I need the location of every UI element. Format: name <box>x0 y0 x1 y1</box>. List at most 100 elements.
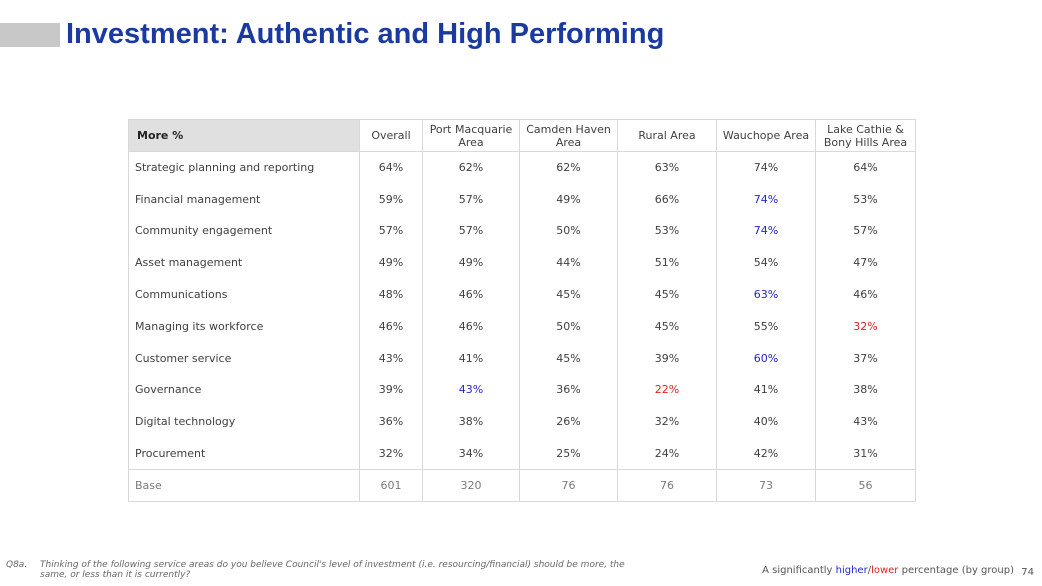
table-cell: 48% <box>359 278 423 311</box>
footnote-code: Q8a. <box>6 560 28 570</box>
table-cell: 32% <box>815 310 916 343</box>
table-header-row: More % Overall Port Macquarie Area Camden H… <box>128 119 916 152</box>
row-label: Communications <box>128 278 360 311</box>
table-cell: 50% <box>519 215 618 247</box>
column-header-line: Overall <box>371 129 411 142</box>
table-cell: 39% <box>617 342 717 375</box>
table-cell: 66% <box>617 183 717 216</box>
column-header-line: Rural Area <box>638 129 696 142</box>
table-cell: 36% <box>359 405 423 438</box>
table-cell: 51% <box>617 246 717 279</box>
column-header: Overall <box>359 119 423 152</box>
base-cell: 320 <box>422 468 520 502</box>
legend-suffix: percentage (by group) <box>898 565 1014 576</box>
table-cell: 57% <box>359 215 423 247</box>
table-cell: 57% <box>422 215 520 247</box>
table-cell: 34% <box>422 437 520 470</box>
table-row: Managing its workforce 46% 46% 50% 45% 55% 32% <box>128 310 916 343</box>
base-cell: 601 <box>359 468 423 502</box>
table-row: Asset management 49% 49% 44% 51% 54% 47% <box>128 246 916 279</box>
table-cell: 31% <box>815 437 916 470</box>
column-header-line: Port Macquarie <box>429 122 513 136</box>
table-cell: 22% <box>617 374 717 406</box>
base-cell: 76 <box>519 468 618 502</box>
table-cell: 63% <box>716 278 816 311</box>
table-cell: 54% <box>716 246 816 279</box>
table-cell: 45% <box>519 278 618 311</box>
table-cell: 43% <box>359 342 423 375</box>
table-cell: 60% <box>716 342 816 375</box>
table-cell: 26% <box>519 405 618 438</box>
base-cell: 56 <box>815 468 916 502</box>
table-cell: 38% <box>815 374 916 406</box>
legend-prefix: A significantly <box>762 565 836 576</box>
title-accent-bar <box>0 23 60 47</box>
table-cell: 46% <box>815 278 916 311</box>
table-cell: 47% <box>815 246 916 279</box>
table-cell: 41% <box>716 374 816 406</box>
page-title: Investment: Authentic and High Performin… <box>66 18 665 50</box>
table-cell: 44% <box>519 246 618 279</box>
column-header-line: Area <box>555 135 582 149</box>
table-row: Community engagement 57% 57% 50% 53% 74% 57% <box>128 215 916 247</box>
table-cell: 50% <box>519 310 618 343</box>
row-label: Managing its workforce <box>128 310 360 343</box>
column-header-line: Camden Haven <box>526 122 611 136</box>
table-cell: 49% <box>359 246 423 279</box>
table-row: Digital technology 36% 38% 26% 32% 40% 43% <box>128 405 916 438</box>
table-row: Communications 48% 46% 45% 45% 63% 46% <box>128 278 916 311</box>
row-label: Customer service <box>128 342 360 375</box>
base-cell: 73 <box>716 468 816 502</box>
row-label: Procurement <box>128 437 360 470</box>
table-cell: 53% <box>617 215 717 247</box>
row-header: More % <box>128 119 360 152</box>
column-header-line: Lake Cathie & <box>827 122 904 136</box>
page-number: 74 <box>1021 567 1034 578</box>
table-cell: 40% <box>716 405 816 438</box>
row-label: Governance <box>128 374 360 406</box>
table-cell: 45% <box>617 278 717 311</box>
table-cell: 62% <box>519 151 618 184</box>
significance-legend: A significantly higher/lower percentage … <box>762 565 1014 576</box>
table-cell: 46% <box>422 310 520 343</box>
table-body: Strategic planning and reporting 64% 62% 62… <box>128 151 916 502</box>
results-table: More % Overall Port Macquarie Area Camden H… <box>128 119 916 502</box>
table-cell: 42% <box>716 437 816 470</box>
table-cell: 46% <box>422 278 520 311</box>
table-cell: 59% <box>359 183 423 216</box>
table-cell: 46% <box>359 310 423 343</box>
table-row: Strategic planning and reporting 64% 62% 62… <box>128 151 916 184</box>
legend-slash: / <box>867 565 872 576</box>
row-label: Community engagement <box>128 215 360 247</box>
table-cell: 57% <box>422 183 520 216</box>
table-row: Financial management 59% 57% 49% 66% 74% 53% <box>128 183 916 216</box>
table-cell: 41% <box>422 342 520 375</box>
table-cell: 74% <box>716 215 816 247</box>
column-header: Rural Area <box>617 119 717 152</box>
row-label: Strategic planning and reporting <box>128 151 360 184</box>
table-cell: 64% <box>359 151 423 184</box>
column-header: Port Macquarie Area <box>422 119 520 152</box>
base-cell: 76 <box>617 468 717 502</box>
column-header: Camden Haven Area <box>519 119 618 152</box>
table-cell: 57% <box>815 215 916 247</box>
table-cell: 25% <box>519 437 618 470</box>
table-cell: 74% <box>716 151 816 184</box>
table-cell: 64% <box>815 151 916 184</box>
table-cell: 43% <box>815 405 916 438</box>
legend-lower: lower <box>871 565 899 576</box>
table-cell: 49% <box>519 183 618 216</box>
table-cell: 37% <box>815 342 916 375</box>
base-label: Base <box>128 468 360 502</box>
table-cell: 38% <box>422 405 520 438</box>
table-row: Procurement 32% 34% 25% 24% 42% 31% <box>128 437 916 470</box>
table-row: Customer service 43% 41% 45% 39% 60% 37% <box>128 342 916 375</box>
table-cell: 24% <box>617 437 717 470</box>
table-cell: 32% <box>359 437 423 470</box>
column-header-line: Wauchope Area <box>722 129 810 142</box>
table-cell: 43% <box>422 374 520 406</box>
table-cell: 55% <box>716 310 816 343</box>
column-header-line: Bony Hills Area <box>823 135 908 149</box>
table-cell: 32% <box>617 405 717 438</box>
row-label: Financial management <box>128 183 360 216</box>
